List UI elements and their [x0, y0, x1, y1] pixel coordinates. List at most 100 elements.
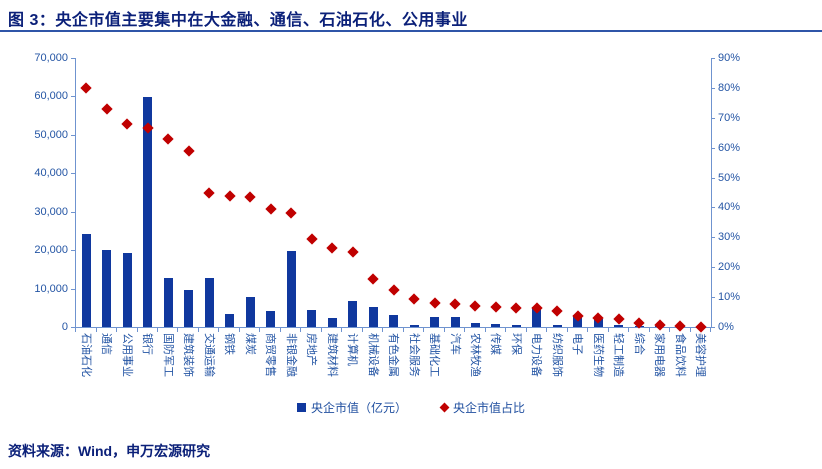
x-label-通信: 通信 [100, 333, 113, 355]
dot-轻工制造 [613, 312, 625, 325]
x-label-公用事业: 公用事业 [120, 333, 133, 377]
left-axis-tick-label: 30,000 [34, 205, 68, 218]
x-axis-tick [279, 328, 281, 332]
bar-交通运输 [204, 277, 214, 327]
bar-计算机 [348, 300, 357, 327]
bar-机械设备 [368, 307, 378, 327]
right-axis-tick [711, 177, 715, 179]
right-axis-tick [711, 237, 715, 239]
x-label-食品饮料: 食品饮料 [673, 333, 686, 377]
right-axis-tick-label: 40% [718, 201, 741, 214]
plot-area [75, 58, 712, 333]
x-axis-tick [648, 328, 650, 332]
x-axis-tick [587, 328, 589, 332]
right-axis-tick [711, 147, 715, 149]
dot-钢铁 [223, 189, 236, 202]
x-label-机械设备: 机械设备 [366, 333, 379, 377]
x-axis-tick [382, 328, 384, 332]
x-label-传媒: 传媒 [489, 333, 502, 355]
bar-非银金融 [286, 250, 296, 327]
x-label-环保: 环保 [509, 333, 522, 355]
bar-通信 [102, 250, 112, 327]
left-axis-tick-label: 50,000 [34, 128, 68, 141]
x-label-银行: 银行 [141, 333, 154, 355]
right-axis-tick [711, 327, 715, 328]
dot-通信 [101, 103, 113, 115]
x-label-农林牧渔: 农林牧渔 [468, 333, 481, 377]
x-label-非银金融: 非银金融 [284, 333, 297, 377]
x-label-轻工制造: 轻工制造 [612, 333, 625, 377]
x-label-计算机: 计算机 [346, 333, 358, 366]
bar-汽车 [450, 317, 460, 327]
dot-汽车 [449, 298, 461, 310]
left-axis-tick-label: 0 [61, 321, 68, 333]
x-label-纺织服饰: 纺织服饰 [550, 333, 563, 377]
left-axis-tick [71, 134, 75, 136]
x-label-综合: 综合 [632, 333, 645, 355]
right-axis-tick [711, 267, 715, 269]
bar-银行 [143, 97, 153, 327]
bar-基础化工 [430, 317, 439, 327]
x-axis-tick [238, 328, 240, 332]
x-axis-tick [75, 328, 76, 332]
legend-item-share: 央企市值占比 [439, 399, 526, 416]
dot-商贸零售 [264, 203, 277, 215]
x-axis-tick [710, 328, 711, 332]
dot-计算机 [346, 246, 359, 258]
dot-机械设备 [367, 273, 379, 285]
x-axis-tick [464, 328, 466, 332]
bar-有色金属 [389, 315, 398, 327]
x-label-美容护理: 美容护理 [694, 333, 707, 377]
x-label-电力设备: 电力设备 [530, 333, 543, 377]
dot-环保 [510, 301, 523, 314]
legend-label-market-cap: 央企市值（亿元） [310, 401, 407, 415]
left-axis-tick [71, 58, 75, 59]
dot-非银金融 [285, 207, 297, 220]
legend-label-share: 央企市值占比 [453, 401, 526, 415]
x-label-建筑材料: 建筑材料 [325, 333, 338, 377]
bar-纺织服饰 [552, 325, 562, 327]
x-axis-tick [259, 328, 261, 332]
dot-房地产 [305, 233, 318, 245]
x-label-煤炭: 煤炭 [243, 333, 256, 355]
dot-家用电器 [654, 319, 666, 331]
x-axis-tick [443, 328, 445, 332]
x-axis-tick [546, 328, 548, 332]
x-axis-tick [607, 328, 609, 332]
dot-食品饮料 [674, 319, 686, 332]
x-axis-tick [361, 328, 363, 332]
x-label-商贸零售: 商贸零售 [264, 333, 277, 377]
left-axis-tick [71, 211, 75, 213]
dot-建筑材料 [326, 242, 338, 254]
x-label-有色金属: 有色金属 [387, 333, 399, 377]
right-axis-tick-label: 80% [718, 81, 741, 94]
x-label-社会服务: 社会服务 [407, 333, 420, 377]
right-axis-tick [711, 58, 715, 59]
x-axis-tick [628, 328, 630, 332]
x-axis-tick [95, 328, 97, 332]
right-axis-tick [711, 297, 715, 299]
left-axis-tick-label: 20,000 [34, 244, 68, 257]
bar-商贸零售 [266, 311, 276, 327]
right-axis-tick-label: 60% [718, 141, 741, 154]
bar-建筑材料 [327, 317, 337, 327]
x-label-汽车: 汽车 [448, 333, 461, 355]
dot-美容护理 [695, 321, 707, 333]
left-axis-tick [71, 250, 75, 252]
bar-marker-icon [296, 403, 306, 412]
right-axis-tick-label: 50% [718, 171, 741, 184]
right-axis-tick [711, 117, 715, 119]
bar-传媒 [491, 324, 501, 327]
x-axis-tick [300, 328, 302, 332]
dot-有色金属 [387, 283, 400, 296]
dot-传媒 [490, 301, 502, 313]
x-label-电子: 电子 [571, 333, 584, 355]
right-axis-tick-label: 0% [718, 321, 734, 333]
x-axis-tick [423, 328, 425, 332]
bar-电力设备 [532, 307, 542, 327]
x-axis-tick [505, 328, 507, 332]
diamond-marker-icon [439, 402, 450, 413]
right-axis-tick-label: 90% [718, 52, 741, 64]
left-axis-tick-label: 60,000 [34, 90, 68, 103]
